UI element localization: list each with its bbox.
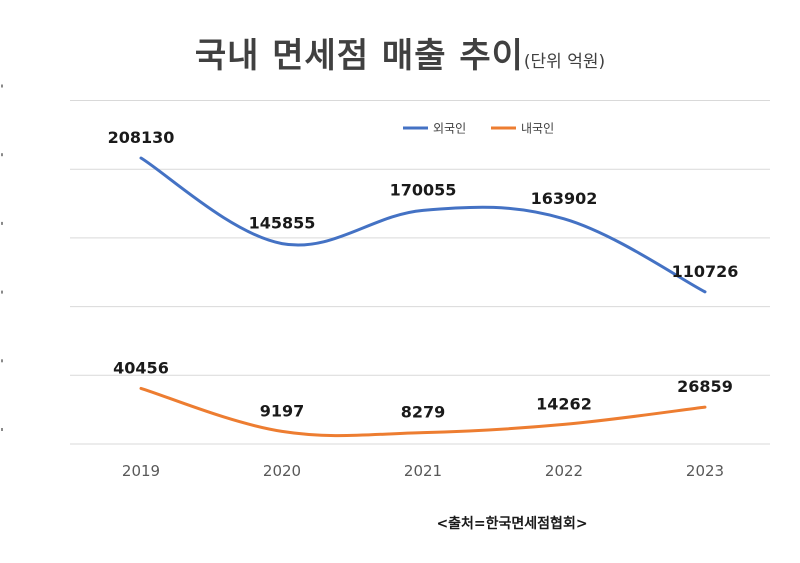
chart-title-unit: (단위 억원): [523, 52, 606, 72]
legend-label-1: 내국인: [521, 122, 554, 136]
data-label-s0-2019: 208130: [108, 128, 175, 147]
x-tick-label-2019: 2019: [122, 462, 160, 480]
x-tick-label-2023: 2023: [686, 462, 724, 480]
chart-title: 국내 면세점 매출 추이(단위 억원): [0, 28, 800, 77]
data-label-s0-2022: 163902: [531, 189, 598, 208]
data-label-s1-2020: 9197: [260, 401, 305, 420]
data-label-s1-2023: 26859: [677, 377, 733, 396]
x-tick-label-2022: 2022: [545, 462, 583, 480]
gridlines: [70, 100, 770, 445]
data-label-s0-2020: 145855: [249, 214, 316, 233]
x-axis-tick-labels: 2019 2020 2021 2022 2023: [122, 462, 724, 480]
left-edge-mark-0: [1, 428, 3, 431]
data-label-s1-2022: 14262: [536, 394, 592, 413]
data-label-s1-2019: 40456: [113, 358, 169, 377]
left-edge-mark-200000: [1, 153, 3, 157]
series-lines: [139, 156, 707, 438]
left-edge-mark-150000: [1, 221, 3, 225]
left-edge-mark-250000: [1, 84, 3, 88]
data-labels: 208130 145855 170055 163902 110726 40456 9197 8…: [108, 128, 739, 422]
legend: 외국인 내국인: [403, 122, 554, 136]
left-edge-marks: [1, 84, 3, 431]
data-label-s0-2023: 110726: [672, 262, 739, 281]
data-label-s0-2021: 170055: [390, 180, 457, 199]
chart-title-main: 국내 면세점 매출 추이: [194, 36, 524, 76]
left-edge-mark-50000: [1, 359, 3, 363]
x-tick-label-2021: 2021: [404, 462, 442, 480]
left-edge-mark-100000: [1, 290, 3, 294]
legend-label-0: 외국인: [433, 122, 466, 136]
series-line-1: [139, 386, 707, 438]
series-line-0: [139, 156, 707, 294]
source-note: <출처=한국면세점협회>: [436, 515, 587, 532]
x-tick-label-2020: 2020: [263, 462, 301, 480]
data-label-s1-2021: 8279: [401, 403, 446, 422]
